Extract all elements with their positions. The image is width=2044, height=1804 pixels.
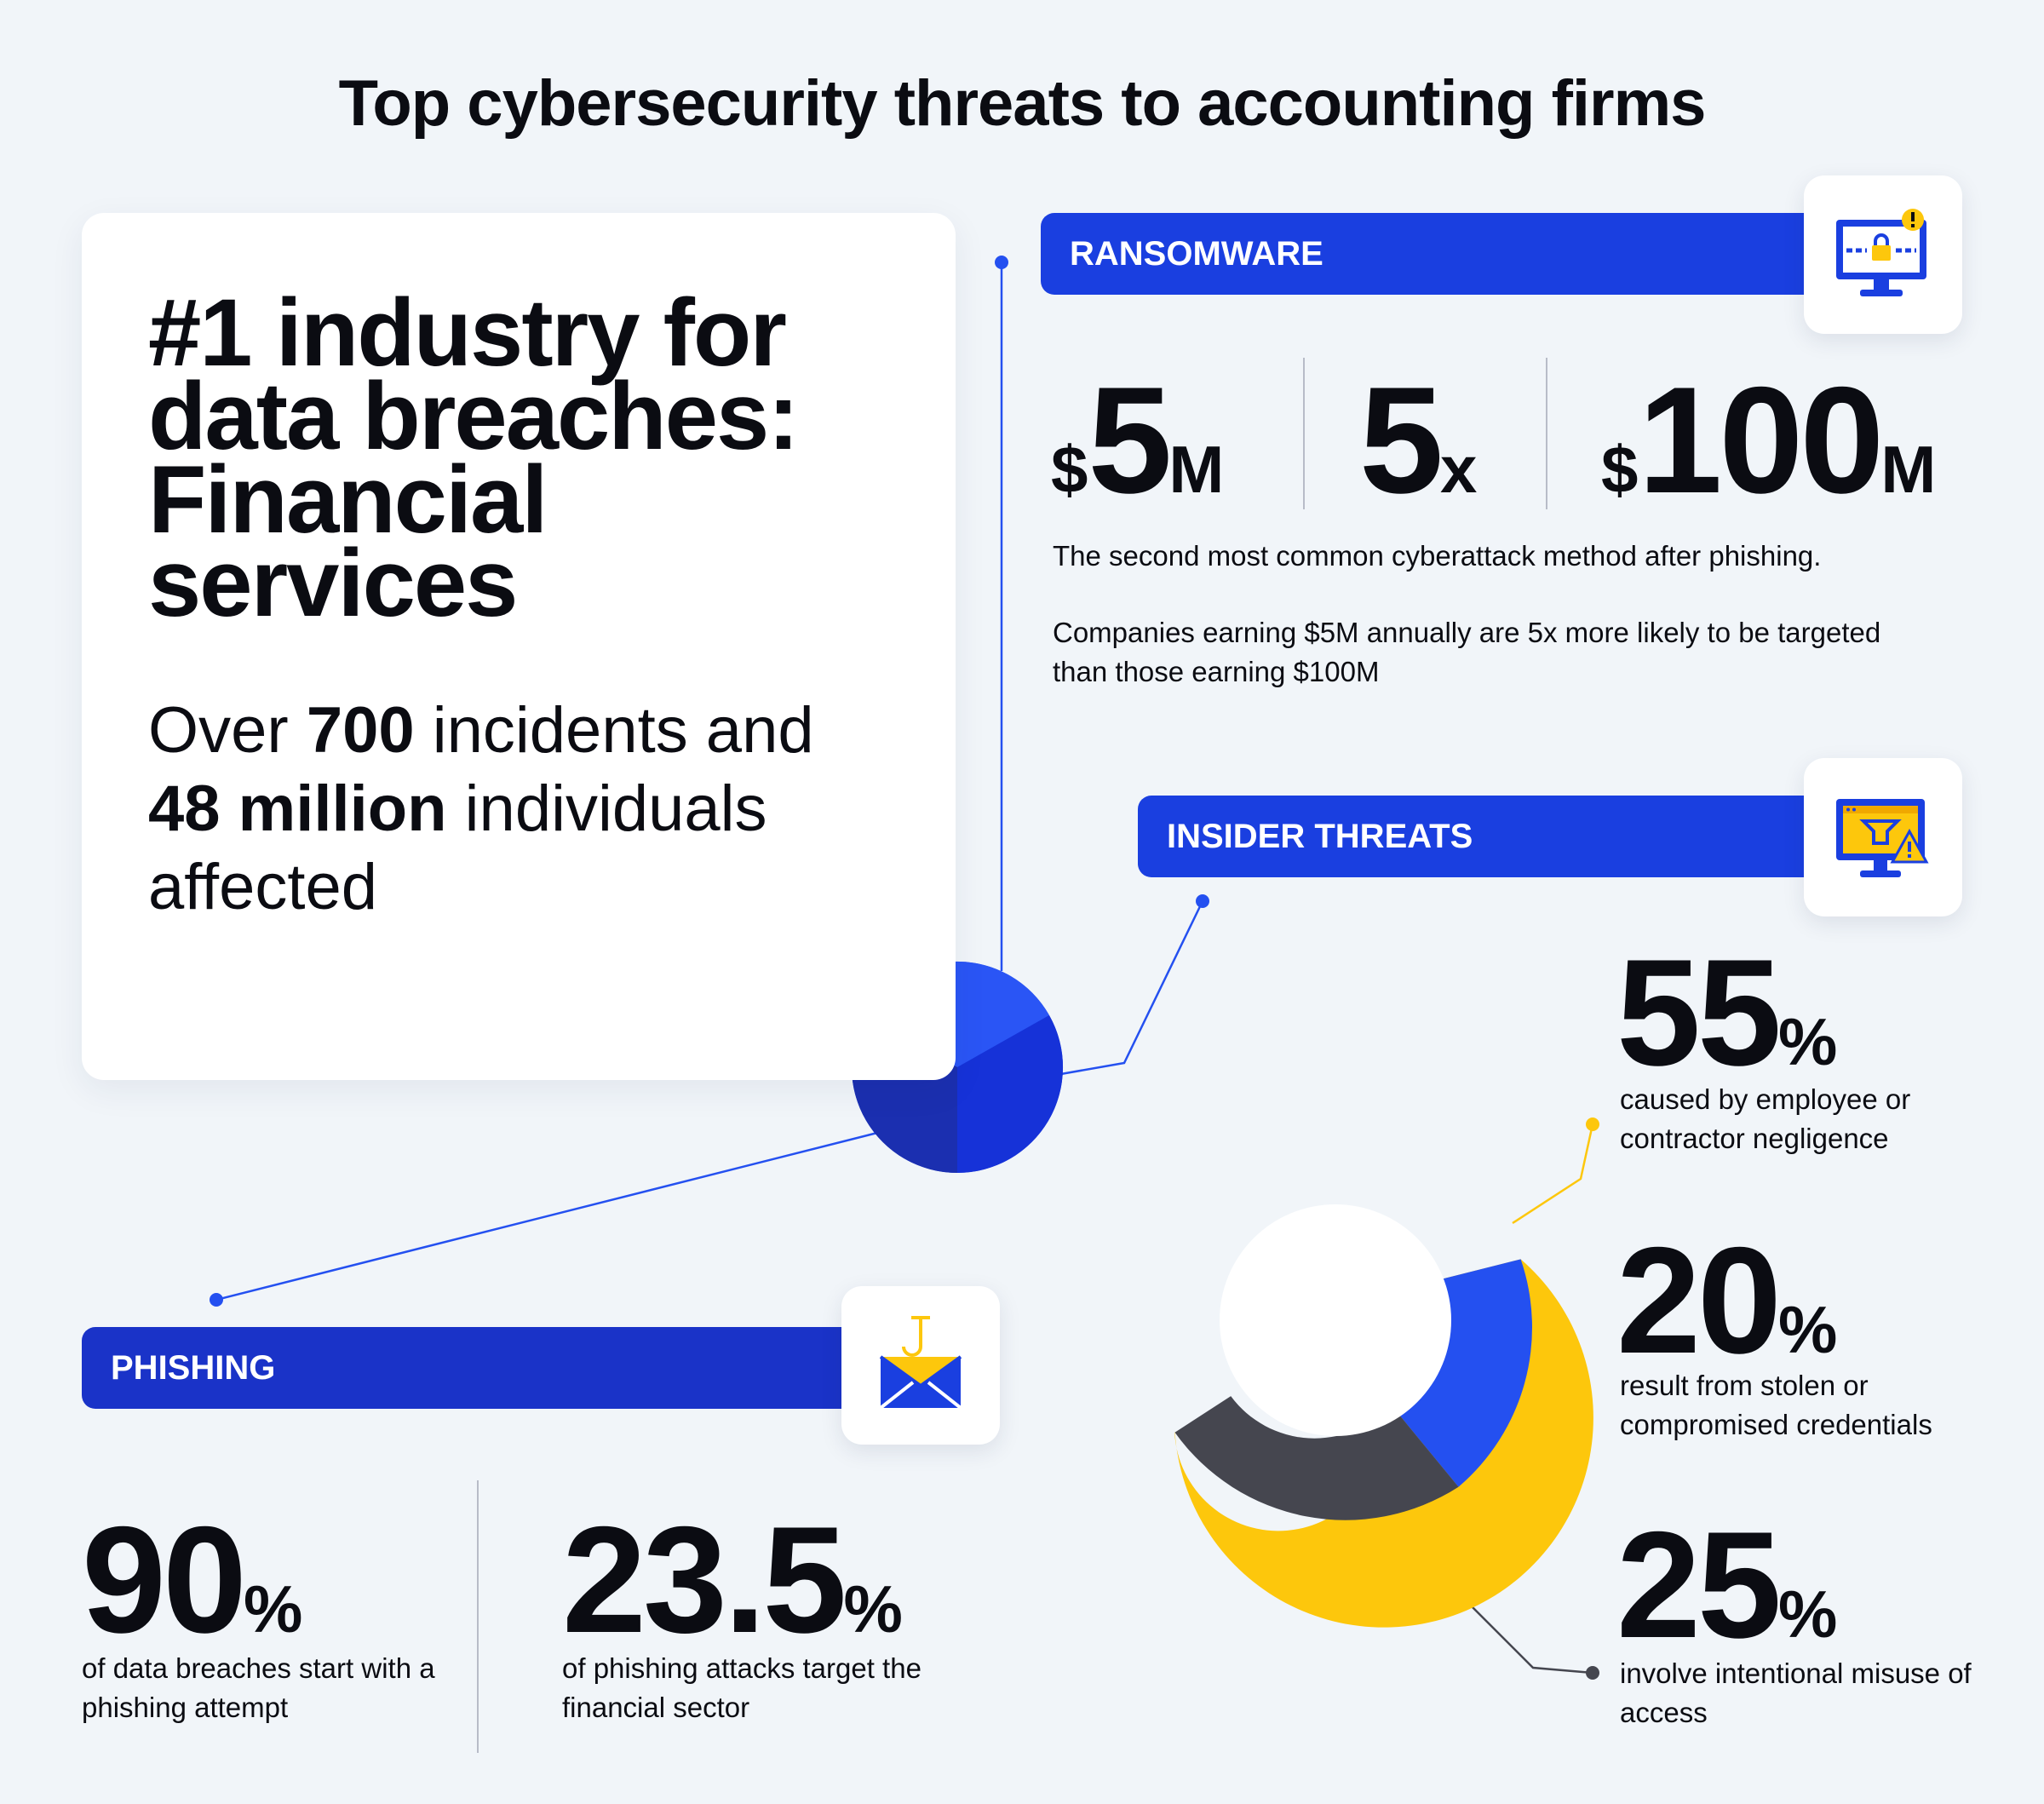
page-title: Top cybersecurity threats to accounting … [338,67,1707,140]
insider-description: result from stolen or compromised creden… [1620,1370,1932,1440]
stat-suffix: % [1778,1292,1838,1367]
stat-prefix: $ [1601,432,1639,507]
ransomware-description: The second most common cyberattack metho… [1053,540,1822,572]
hero-heading-line: #1 industry for [148,279,787,386]
hero-body-text: incidents and [414,694,814,767]
phishing-stat-23-5: 23.5% [562,1504,903,1656]
ransomware-icon-tile [1804,175,1962,334]
ransomware-stat-100m: $100M [1601,365,1936,516]
phishing-description: of data breaches start with a phishing a… [82,1652,435,1723]
warning-monitor-icon [1836,799,1929,877]
insider-threats-banner: INSIDER THREATS [1138,796,1858,877]
locked-monitor-icon [1836,209,1926,296]
stat-number: 55 [1616,928,1782,1097]
stat-suffix: % [1778,1004,1838,1079]
insider-stat-55: 55% [1616,937,1837,1089]
insider-description: involve intentional misuse of access [1620,1657,1972,1728]
stat-suffix: % [1778,1577,1838,1652]
hooked-envelope-icon [879,1316,962,1410]
insider-connector [1055,900,1204,1077]
hero-body-text: Over [148,694,307,767]
ransomware-label: RANSOMWARE [1070,234,1323,273]
callout-25-dot [1586,1666,1599,1680]
stat-suffix: % [843,1571,903,1646]
hero-body: Over 700 incidents and 48 million individ… [148,692,932,927]
stat-number: 23.5 [562,1495,847,1664]
hero-individuals-count: 48 million [148,773,447,845]
hero-body-text: individuals affected [148,773,767,923]
callout-55-dot [1586,1117,1599,1131]
hero-heading-line: data breaches: [148,363,800,469]
hero-heading-line: services [148,530,518,636]
insider-stat-25: 25% [1616,1509,1837,1661]
stat-suffix: M [1168,432,1225,507]
stat-number: 5 [1359,355,1444,525]
ransomware-connector-dot [995,256,1008,269]
insider-donut-chart [1174,1204,1593,1628]
ransomware-banner: RANSOMWARE [1041,213,1858,295]
stat-number: 100 [1638,355,1884,525]
hero-heading: #1 industry for data breaches: Financial… [148,279,915,636]
ransomware-description: Companies earning $5M annually are 5x mo… [1053,617,1881,687]
stat-number: 90 [82,1495,247,1664]
ransomware-stat-5m: $5M [1051,365,1224,516]
phishing-connector-dot [210,1293,223,1307]
phishing-label: PHISHING [111,1348,276,1387]
stat-divider [1303,358,1305,509]
phishing-stat-90: 90% [82,1504,302,1656]
stat-number: 25 [1616,1500,1782,1669]
insider-threats-icon-tile [1804,758,1962,916]
callout-55 [1512,1123,1594,1225]
insider-stat-20: 20% [1616,1225,1837,1376]
stat-number: 5 [1088,355,1172,525]
donut-segment-25 [1174,1396,1459,1520]
insider-threats-label: INSIDER THREATS [1167,817,1473,855]
stat-suffix: % [244,1571,303,1646]
hero-incident-count: 700 [306,694,415,767]
phishing-connector [215,1131,878,1301]
phishing-banner: PHISHING [82,1327,886,1409]
phishing-description: of phishing attacks target the financial… [562,1652,922,1723]
stat-suffix: x [1440,432,1478,507]
ransomware-stat-5x: 5x [1359,365,1477,516]
hero-card: #1 industry for data breaches: Financial… [82,213,956,1080]
donut-hole [1220,1204,1451,1436]
stat-suffix: M [1880,432,1937,507]
stat-number: 20 [1616,1215,1782,1385]
hero-heading-line: Financial [148,446,548,553]
stat-divider [477,1480,479,1753]
stat-divider [1546,358,1547,509]
phishing-icon-tile [841,1286,1000,1445]
insider-connector-dot [1196,894,1209,908]
insider-description: caused by employee or contractor neglige… [1620,1083,1911,1154]
stat-prefix: $ [1051,432,1088,507]
